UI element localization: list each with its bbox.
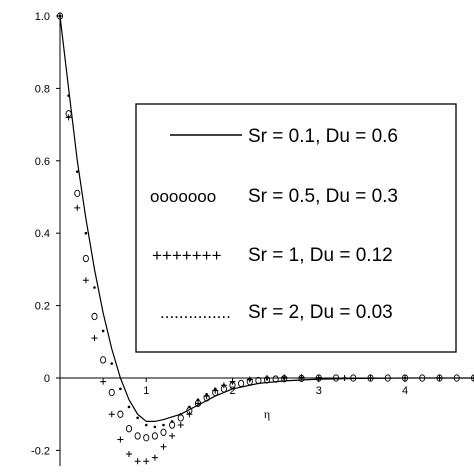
plus-point-14 [177,422,184,429]
dot-point-11 [153,425,157,429]
plus-point-10 [143,458,150,465]
x-axis-title: η [264,407,270,421]
dot-point-1 [67,94,70,97]
y-tick-label-6: -0.2 [31,445,50,457]
dot-point-15 [188,405,191,409]
circle-point-13 [169,421,176,429]
legend-box [135,103,457,353]
plus-point-4 [91,335,98,342]
legend-entry-2-marker: ooooooo [150,187,216,206]
plus-point-11 [151,454,158,461]
plus-point-15 [186,411,193,418]
circle-point-5 [100,356,107,364]
dot-point-0 [58,14,62,18]
circle-point-11 [151,432,158,440]
dot-point-29 [438,376,441,380]
dot-point-24 [300,376,303,380]
plus-point-3 [82,277,89,284]
dot-point-12 [162,423,165,427]
dot-point-26 [343,376,346,380]
dot-point-7 [119,387,122,391]
y-tick-label-1: 0.8 [35,83,50,95]
dot-point-2 [75,170,79,173]
plus-point-8 [126,451,132,458]
series-line-sr-0-1 [59,15,474,422]
legend-entry-4-label: Sr = 2, Du = 0.03 [248,302,393,323]
plus-point-16 [195,400,201,407]
dot-point-9 [136,416,139,420]
plus-point-2 [74,204,81,211]
plus-point-7 [117,436,124,443]
circle-point-23 [255,376,262,385]
y-tick-label-4: 0.2 [35,301,50,313]
x-tick-label-3: 4 [402,385,408,397]
dot-point-13 [170,420,174,423]
series-3 [57,13,474,465]
plus-point-30 [471,375,474,381]
legend-entry-4-marker: ............... [160,303,231,322]
circle-point-10 [143,434,150,442]
circle-point-3 [82,254,89,263]
y-tick-label-2: 0.6 [35,156,50,168]
plus-point-13 [169,432,176,439]
dot-point-25 [317,376,321,380]
circle-point-21 [238,379,245,388]
plus-point-5 [100,378,107,385]
circle-point-2 [74,189,81,198]
series-4 [58,14,474,429]
plus-point-12 [160,443,167,450]
plus-point-1 [65,114,72,121]
legend-entry-3-marker: +++++++ [152,246,222,265]
dot-point-22 [265,377,269,381]
legend-entry-1-label: Sr = 0.1, Du = 0.6 [248,126,398,147]
y-tick-label-0: 1.0 [35,11,50,23]
dot-point-3 [84,231,88,235]
series-1 [59,15,474,422]
dot-point-20 [231,381,234,384]
circle-point-25 [272,375,279,383]
dot-point-6 [110,362,114,365]
circle-point-14 [177,414,184,422]
x-tick-label-0: 1 [143,385,149,397]
x-tick-label-2: 3 [316,385,322,397]
dot-point-10 [144,423,148,427]
plus-point-9 [134,458,141,465]
series-layer [56,12,474,465]
circle-point-7 [117,410,124,418]
circle-point-12 [160,428,167,436]
circle-point-32 [384,374,391,382]
dot-point-17 [205,392,208,396]
circle-point-30 [350,374,357,382]
legend: Sr = 0.1, Du = 0.6 ooooooo Sr = 0.5, Du … [135,103,457,353]
x-tick-label-1: 2 [229,385,235,397]
dot-point-28 [403,376,407,380]
circle-point-29 [332,374,340,382]
circle-point-4 [91,312,98,321]
circle-point-6 [108,388,115,397]
dot-point-5 [101,329,105,333]
y-ticks: 1.0 0.8 0.6 0.4 0.2 0 -0.2 [31,11,60,457]
dot-point-4 [93,286,96,289]
circle-point-36 [453,374,460,382]
y-tick-label-5: 0 [44,373,50,385]
plus-point-6 [108,411,115,418]
dot-point-19 [222,383,226,387]
circle-point-34 [419,374,426,382]
y-tick-label-3: 0.4 [35,228,50,240]
dot-point-27 [369,376,372,380]
circle-point-8 [125,425,133,433]
dot-point-23 [282,377,286,380]
dot-point-8 [127,405,131,409]
circle-point-9 [134,432,141,440]
dot-point-16 [196,398,200,402]
dot-point-18 [213,387,217,391]
legend-entry-2-label: Sr = 0.5, Du = 0.3 [248,186,398,207]
dot-point-14 [179,412,183,416]
legend-entry-3-label: Sr = 1, Du = 0.12 [248,245,393,266]
dot-point-21 [248,378,252,382]
